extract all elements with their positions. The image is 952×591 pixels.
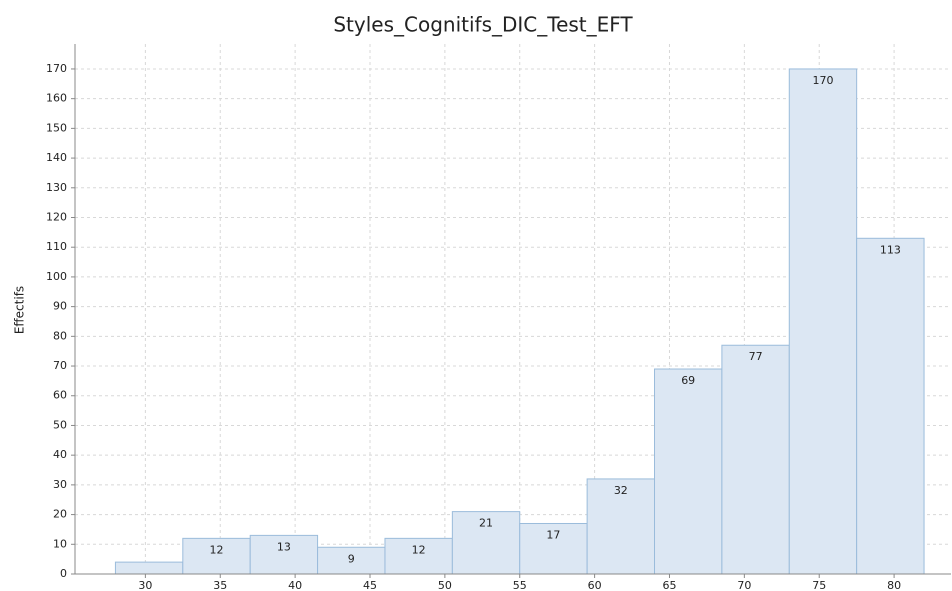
x-tick-label: 80 bbox=[887, 579, 901, 591]
y-tick-label: 100 bbox=[46, 270, 67, 283]
bar bbox=[788, 68, 858, 575]
x-tick-label: 45 bbox=[363, 579, 377, 591]
data-label: 77 bbox=[749, 350, 763, 363]
y-tick-label: 90 bbox=[53, 300, 67, 313]
bar bbox=[654, 368, 723, 575]
bar bbox=[856, 237, 925, 575]
x-tick-label: 75 bbox=[812, 579, 826, 591]
y-tick-label: 170 bbox=[46, 62, 67, 75]
x-tick-label: 55 bbox=[513, 579, 527, 591]
y-tick-label: 150 bbox=[46, 121, 67, 134]
y-tick-label: 40 bbox=[53, 448, 67, 461]
y-axis-label: Effectifs bbox=[13, 286, 27, 334]
y-tick-label: 140 bbox=[46, 151, 67, 164]
bar bbox=[519, 522, 588, 575]
y-tick-label: 80 bbox=[53, 329, 67, 342]
bar bbox=[451, 511, 521, 575]
y-tick-label: 130 bbox=[46, 181, 67, 194]
x-tick-label: 60 bbox=[588, 579, 602, 591]
data-label: 32 bbox=[614, 484, 628, 497]
bar bbox=[721, 344, 790, 575]
bar bbox=[586, 478, 656, 575]
data-label: 12 bbox=[412, 543, 426, 556]
y-tick-label: 160 bbox=[46, 92, 67, 105]
data-label: 69 bbox=[681, 374, 695, 387]
data-label: 17 bbox=[546, 528, 560, 541]
bar bbox=[317, 546, 386, 575]
data-label: 12 bbox=[210, 543, 224, 556]
y-tick-label: 30 bbox=[53, 478, 67, 491]
x-tick-label: 65 bbox=[662, 579, 676, 591]
chart-title: Styles_Cognitifs_DIC_Test_EFT bbox=[333, 13, 633, 37]
y-tick-label: 50 bbox=[53, 418, 67, 431]
data-label: 9 bbox=[348, 552, 355, 565]
data-label: 113 bbox=[880, 243, 901, 256]
y-tick-label: 20 bbox=[53, 508, 67, 521]
y-tick-label: 10 bbox=[53, 537, 67, 550]
x-tick-label: 70 bbox=[737, 579, 751, 591]
data-label: 13 bbox=[277, 540, 291, 553]
y-tick-label: 60 bbox=[53, 389, 67, 402]
bar bbox=[182, 537, 251, 575]
x-tick-label: 50 bbox=[438, 579, 452, 591]
x-tick-label: 30 bbox=[138, 579, 152, 591]
bar bbox=[114, 561, 184, 575]
data-label: 21 bbox=[479, 517, 493, 530]
y-tick-label: 120 bbox=[46, 210, 67, 223]
data-label: 170 bbox=[812, 74, 833, 87]
y-tick-label: 70 bbox=[53, 359, 67, 372]
x-tick-label: 35 bbox=[213, 579, 227, 591]
y-tick-label: 110 bbox=[46, 240, 67, 253]
y-tick-label: 0 bbox=[60, 567, 67, 580]
x-tick-label: 40 bbox=[288, 579, 302, 591]
